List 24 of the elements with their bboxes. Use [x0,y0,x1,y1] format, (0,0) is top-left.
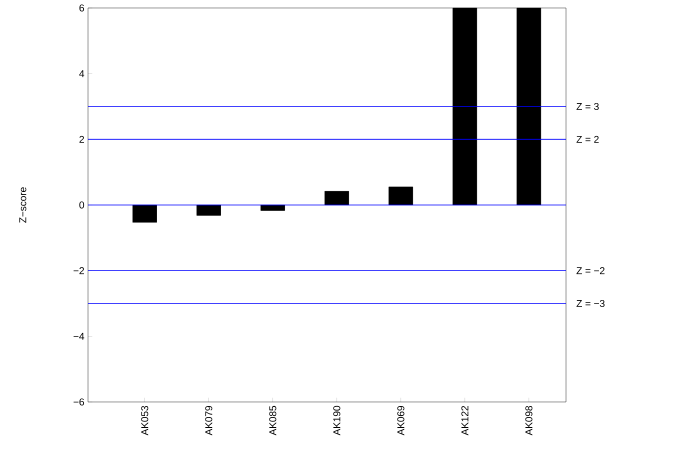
y-tick-label: −4 [74,332,84,340]
x-tick-label: AK053 [141,406,148,436]
bar [388,186,414,206]
bar [260,204,285,211]
y-tick-label: −6 [74,398,84,406]
y-tick-label: 2 [79,136,84,143]
x-tick-label: AK190 [333,406,340,436]
bar [196,204,221,216]
ref-line-label: Z = −3 [576,300,605,308]
x-tick-label: AK085 [269,406,276,436]
ref-line-label: Z = 2 [576,136,599,143]
bar [132,204,157,223]
x-tick-label: AK122 [461,406,468,436]
y-tick-label: 0 [79,201,84,209]
y-tick-label: 6 [79,4,84,12]
y-axis-title: Z−score [19,187,26,223]
x-tick-label: AK069 [397,406,404,436]
y-tick-label: −2 [74,267,84,274]
y-tick-label: 4 [79,70,84,78]
x-tick-label: AK098 [525,406,532,436]
ref-line-label: Z = 3 [576,102,599,110]
bar [324,190,350,206]
x-tick-label: AK079 [205,406,212,436]
ref-line-label: Z = −2 [576,267,605,274]
